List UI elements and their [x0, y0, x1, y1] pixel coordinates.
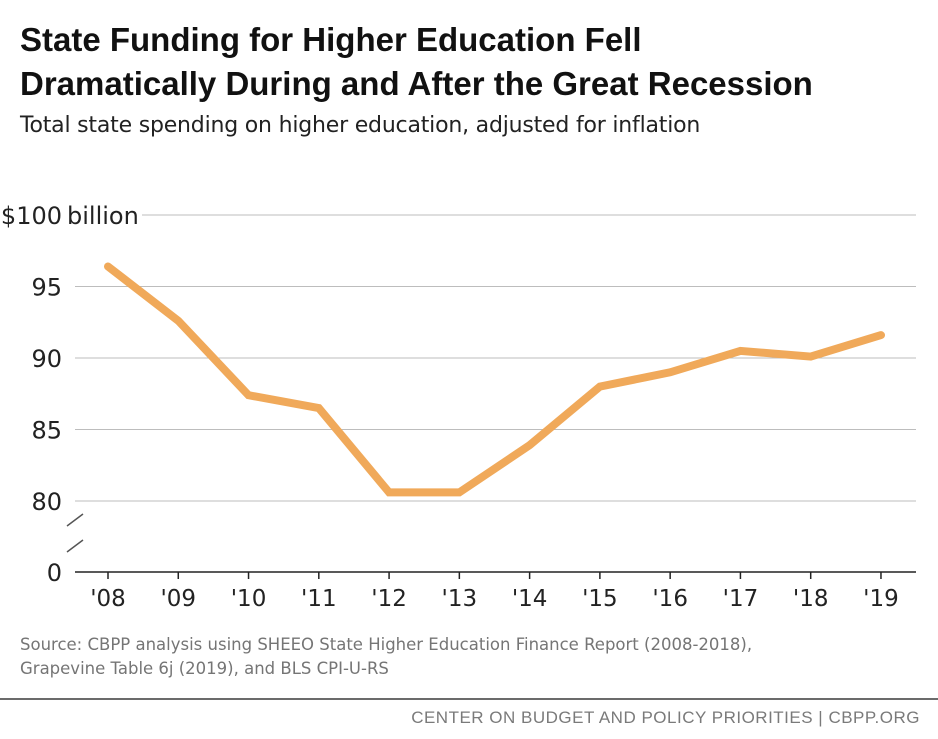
x-tick-label: '15: [582, 586, 618, 612]
y-tick-label: 85: [31, 417, 62, 445]
x-tick-label: '10: [231, 586, 267, 612]
axis-break-mark: [66, 513, 84, 527]
source-line-2: Grapevine Table 6j (2019), and BLS CPI-U…: [20, 659, 389, 678]
chart-subtitle: Total state spending on higher education…: [20, 113, 701, 138]
line-chart: $100 billion 95 90 85 80 0 '08 '09 '10 '11 '12 '13 '1…: [0, 197, 916, 612]
axes: [66, 513, 916, 579]
y-tick-label: $100: [1, 202, 62, 230]
chart-title-line-1: State Funding for Higher Education Fell: [20, 21, 642, 58]
tick-labels: $100 billion 95 90 85 80 0 '08 '09 '10 '11 '12 '13 '1…: [1, 197, 899, 612]
x-tick-label: '11: [301, 586, 337, 612]
x-tick-label: '18: [793, 586, 829, 612]
y-tick-label: 80: [31, 488, 62, 516]
footer-credit: CENTER ON BUDGET AND POLICY PRIORITIES |…: [411, 708, 920, 727]
source-line-1: Source: CBPP analysis using SHEEO State …: [20, 635, 753, 654]
source-note: Source: CBPP analysis using SHEEO State …: [20, 633, 752, 681]
y-tick-label: 90: [31, 345, 62, 373]
x-tick-label: '08: [90, 586, 126, 612]
unit-label-bg: [64, 197, 142, 227]
chart-title-line-2: Dramatically During and After the Great …: [20, 65, 813, 102]
x-tick-label: '17: [723, 586, 759, 612]
x-tick-label: '14: [512, 586, 548, 612]
x-tick-label: '12: [371, 586, 407, 612]
x-tick-label: '19: [863, 586, 899, 612]
y-tick-label: 95: [31, 274, 62, 302]
x-tick-label: '13: [442, 586, 478, 612]
chart-title: State Funding for Higher Education Fell …: [20, 18, 920, 106]
series-line: [104, 262, 885, 497]
axis-break-mark: [66, 539, 84, 553]
series: [104, 262, 885, 497]
x-tick-label: '16: [652, 586, 688, 612]
y-zero-label: 0: [47, 559, 62, 587]
footer-divider: [0, 698, 938, 700]
x-tick-label: '09: [160, 586, 196, 612]
y-unit-label: billion: [67, 202, 139, 230]
